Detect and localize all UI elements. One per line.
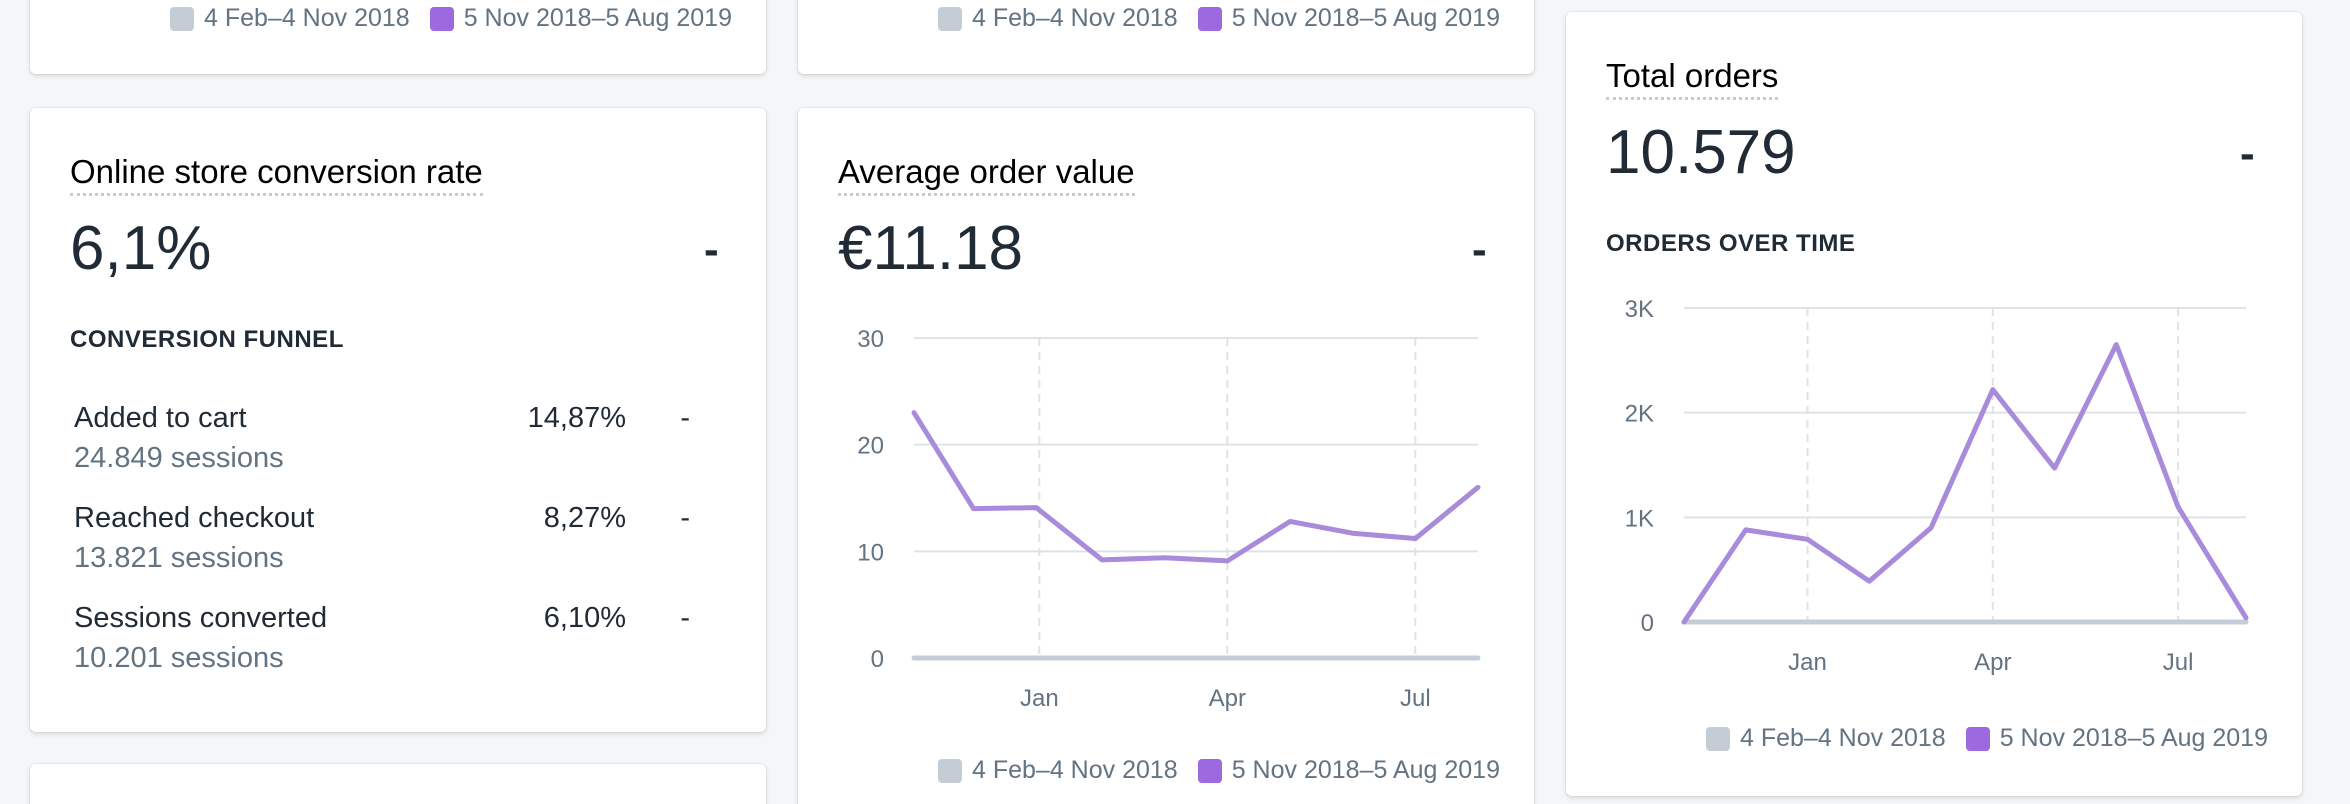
conversion-rate-change: - — [704, 225, 719, 274]
funnel-row-label: Added to cart — [74, 402, 247, 434]
legend-swatch-previous — [170, 6, 194, 31]
series-line-current — [911, 410, 1481, 564]
legend-label-previous: 4 Feb–4 Nov 2018 — [1740, 724, 1946, 752]
average-order-value-value: €11.18 — [838, 214, 1024, 283]
legend-swatch-previous — [1706, 726, 1730, 751]
conversion-rate-title[interactable]: Online store conversion rate — [70, 152, 483, 196]
y-tick-label: 30 — [857, 326, 884, 353]
legend: 4 Feb–4 Nov 2018 5 Nov 2018–5 Aug 2019 — [938, 4, 1500, 33]
y-tick-label: 10 — [857, 539, 884, 566]
x-tick-label: Apr — [1974, 649, 2011, 676]
funnel-row-percent: 14,87% — [527, 402, 626, 434]
y-tick-label: 1K — [1625, 505, 1654, 532]
funnel-row-change: - — [680, 502, 690, 534]
total-orders-title[interactable]: Total orders — [1606, 56, 1779, 100]
legend-swatch-previous — [938, 6, 962, 31]
conversion-funnel-heading: CONVERSION FUNNEL — [70, 326, 344, 353]
legend-label-previous: 4 Feb–4 Nov 2018 — [972, 756, 1178, 784]
conversion-rate-card: Online store conversion rate 6,1% - CONV… — [30, 108, 766, 732]
funnel-row-sessions: 13.821 sessions — [74, 542, 284, 574]
funnel-row-sessions: 10.201 sessions — [74, 642, 284, 674]
x-tick-label: Jan — [1020, 685, 1059, 712]
funnel-row-sessions: 24.849 sessions — [74, 442, 284, 474]
funnel-row-sessions-converted: Sessions converted 10.201 sessions 6,10%… — [74, 602, 734, 692]
series-line-current — [1681, 342, 2249, 625]
x-tick-label: Jul — [2163, 649, 2194, 676]
legend-swatch-current — [1197, 6, 1222, 31]
y-tick-label: 2K — [1625, 401, 1654, 428]
orders-over-time-heading: ORDERS OVER TIME — [1606, 230, 1856, 257]
legend-swatch-current — [1965, 726, 1990, 751]
funnel-row-reached-checkout: Reached checkout 13.821 sessions 8,27% - — [74, 502, 734, 592]
funnel-row-percent: 8,27% — [543, 502, 626, 534]
legend: 4 Feb–4 Nov 2018 5 Nov 2018–5 Aug 2019 — [1706, 724, 2268, 753]
x-tick-label: Apr — [1209, 685, 1246, 712]
legend: 4 Feb–4 Nov 2018 5 Nov 2018–5 Aug 2019 — [170, 4, 732, 33]
legend-swatch-current — [1197, 758, 1222, 783]
y-tick-label: 0 — [871, 646, 884, 673]
x-tick-label: Jan — [1788, 649, 1827, 676]
funnel-row-label: Sessions converted — [74, 602, 328, 634]
funnel-row-change: - — [680, 602, 690, 634]
legend-label-current: 5 Nov 2018–5 Aug 2019 — [1231, 4, 1500, 32]
legend-label-current: 5 Nov 2018–5 Aug 2019 — [1999, 724, 2268, 752]
total-orders-value: 10.579 — [1606, 118, 1796, 187]
y-tick-label: 0 — [1641, 610, 1654, 637]
average-order-value-chart: 0 10 20 30 Jan Apr Jul — [857, 326, 1481, 712]
y-tick-label: 3K — [1625, 296, 1654, 323]
legend-swatch-current — [429, 6, 454, 31]
orders-over-time-chart: 0 1K 2K 3K Jan Apr Jul — [1625, 296, 2249, 676]
average-order-value-title[interactable]: Average order value — [838, 152, 1135, 196]
legend-label-previous: 4 Feb–4 Nov 2018 — [204, 4, 410, 32]
legend-label-previous: 4 Feb–4 Nov 2018 — [972, 4, 1178, 32]
legend-swatch-previous — [938, 758, 962, 783]
y-tick-label: 20 — [857, 433, 884, 460]
funnel-row-change: - — [680, 402, 690, 434]
x-tick-label: Jul — [1400, 685, 1431, 712]
total-orders-card: Total orders 10.579 - ORDERS OVER TIME 0… — [1566, 12, 2302, 796]
funnel-row-added-to-cart: Added to cart 24.849 sessions 14,87% - — [74, 402, 734, 492]
conversion-rate-value: 6,1% — [70, 214, 212, 283]
average-order-value-change: - — [1472, 225, 1487, 274]
top-card-middle: 4 Feb–4 Nov 2018 5 Nov 2018–5 Aug 2019 — [798, 0, 1534, 74]
funnel-row-label: Reached checkout — [74, 502, 315, 534]
top-card-left: 4 Feb–4 Nov 2018 5 Nov 2018–5 Aug 2019 — [30, 0, 766, 74]
average-order-value-card: Average order value €11.18 - 0 10 20 30 Jan A… — [798, 108, 1534, 804]
legend-label-current: 5 Nov 2018–5 Aug 2019 — [1231, 756, 1500, 784]
total-orders-change: - — [2240, 129, 2255, 178]
bottom-card-left — [30, 764, 766, 804]
legend: 4 Feb–4 Nov 2018 5 Nov 2018–5 Aug 2019 — [938, 756, 1500, 785]
legend-label-current: 5 Nov 2018–5 Aug 2019 — [463, 4, 732, 32]
funnel-row-percent: 6,10% — [543, 602, 626, 634]
